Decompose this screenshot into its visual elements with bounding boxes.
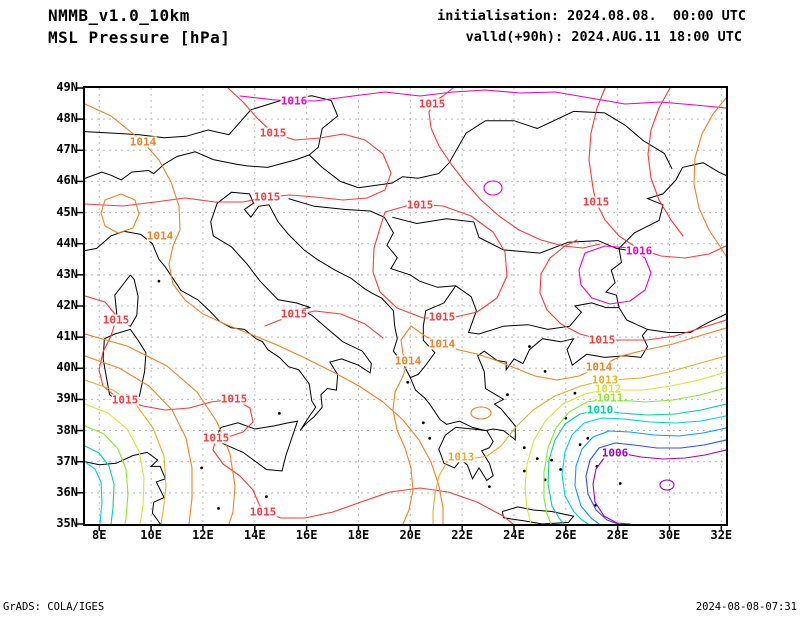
contour-label-1016: 1016 [280,94,308,108]
contour-label-1015: 1015 [253,190,281,204]
contour-label-1014: 1014 [585,360,613,374]
contour-label-1015: 1015 [406,198,434,212]
lat-tick-label: 48N [56,111,78,126]
contour-label-1015: 1015 [428,310,456,324]
contour-label-1015: 1015 [102,313,130,327]
contour-label-1016: 1016 [625,244,653,258]
contour-label-1010: 1010 [586,403,614,417]
grads-stamp: GrADS: COLA/IGES [3,601,105,613]
contour-label-1012: 1012 [594,382,622,396]
lat-tick-label: 36N [56,484,78,499]
contour-label-1006: 1006 [601,446,629,460]
lat-tick-label: 46N [56,173,78,188]
lat-tick-label: 38N [56,422,78,437]
lon-tick-label: 28E [606,528,629,542]
lat-tick-label: 40N [56,360,78,375]
creation-timestamp: 2024-08-08-07:31 [695,601,797,613]
lon-tick-label: 12E [192,528,214,542]
lon-tick-label: 20E [399,528,422,542]
contour-label-1015: 1015 [202,431,230,445]
lon-tick-label: 32E [710,528,733,542]
contour-label-1013: 1013 [591,373,619,387]
contour-label-1015: 1015 [259,126,287,140]
contour-label-1015: 1015 [111,393,139,407]
lon-tick-label: 26E [554,528,577,542]
lat-tick-label: 41N [56,329,78,344]
lon-tick-label: 30E [658,528,681,542]
contour-label-1014: 1014 [394,354,422,368]
contour-label-1015: 1015 [220,392,248,406]
lat-tick-label: 45N [56,204,78,219]
map-canvas [77,87,726,531]
model-name: NMMB_v1.0_10km [48,6,190,25]
lat-tick-label: 35N [56,515,78,530]
lon-tick-label: 8E [92,528,107,542]
contour-label-1015: 1015 [418,97,446,111]
contour-label-1014: 1014 [428,337,456,351]
initialisation-time: initialisation: 2024.08.08. 00:00 UTC [437,8,746,24]
axis-ticks [77,87,723,531]
lat-tick-label: 49N [56,80,78,94]
contour-label-1013: 1013 [447,450,475,464]
valid-time: valld(+90h): 2024.AUG.11 18:00 UTC [465,29,742,45]
lat-tick-label: 47N [56,142,78,157]
lon-tick-label: 24E [503,528,525,542]
lat-tick-label: 42N [56,297,78,312]
lon-tick-label: 14E [243,528,266,542]
lat-tick-label: 44N [56,235,78,250]
contour-label-1011: 1011 [596,391,624,405]
lon-tick-label: 18E [347,528,370,542]
contour-label-1015: 1015 [280,307,308,321]
contour-label-1015: 1015 [582,195,610,209]
lat-tick-label: 39N [56,391,78,406]
field-title: MSL Pressure [hPa] [48,28,231,47]
contour-label-1015: 1015 [588,333,616,347]
lon-tick-label: 10E [140,528,162,542]
contour-label-1015: 1015 [249,505,277,519]
contour-label-1014: 1014 [129,135,157,149]
grid-lines [85,88,726,524]
contour-label-1014: 1014 [146,229,174,243]
lat-tick-label: 37N [56,453,78,468]
map-frame [77,86,728,531]
lon-tick-label: 16E [295,528,318,542]
lon-tick-label: 22E [451,528,473,542]
lat-tick-label: 43N [56,266,78,281]
